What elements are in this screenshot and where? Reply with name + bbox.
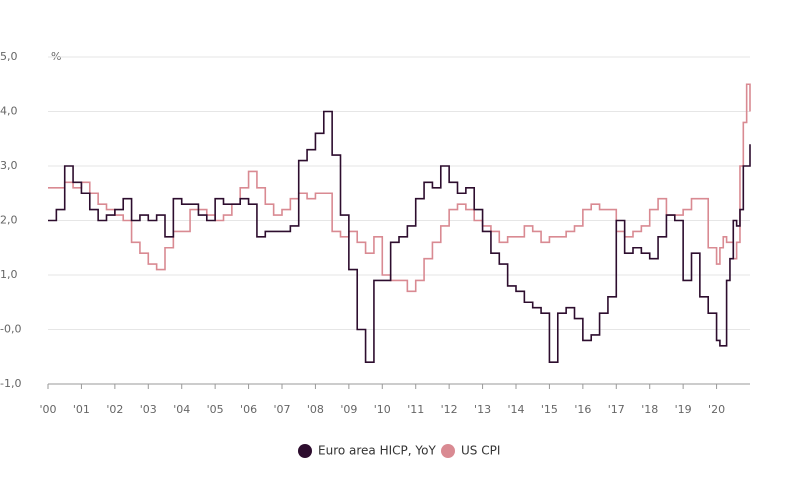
y-tick-label: 1,0 xyxy=(0,268,18,281)
x-tick-label: '08 xyxy=(307,403,324,416)
x-tick-label: '14 xyxy=(507,403,524,416)
y-tick-label: 3,0 xyxy=(0,159,18,172)
y-tick-label: -0,0 xyxy=(0,323,21,336)
legend-label: Euro area HICP, YoY xyxy=(318,444,436,458)
legend-swatch xyxy=(441,444,455,458)
x-tick-label: '15 xyxy=(541,403,558,416)
x-tick-label: '17 xyxy=(608,403,625,416)
y-tick-label: 2,0 xyxy=(0,214,18,227)
series-line xyxy=(48,110,751,363)
x-tick-label: '04 xyxy=(173,403,190,416)
x-tick-label: '13 xyxy=(474,403,491,416)
legend-label: US CPI xyxy=(461,444,500,458)
x-tick-label: '00 xyxy=(39,403,56,416)
x-tick-label: '20 xyxy=(708,403,725,416)
x-tick-label: '16 xyxy=(574,403,591,416)
x-tick-label: '11 xyxy=(407,403,424,416)
series-line xyxy=(48,83,751,293)
y-tick-label: 4,0 xyxy=(0,105,18,118)
x-tick-label: '10 xyxy=(374,403,391,416)
x-tick-label: '07 xyxy=(273,403,290,416)
x-tick-label: '18 xyxy=(641,403,658,416)
x-tick-label: '02 xyxy=(106,403,123,416)
y-tick-label: -1,0 xyxy=(0,377,21,390)
x-tick-label: '03 xyxy=(140,403,157,416)
x-tick-label: '12 xyxy=(441,403,458,416)
x-tick-label: '19 xyxy=(675,403,692,416)
y-tick-label: 5,0 xyxy=(0,50,18,63)
x-tick-label: '01 xyxy=(73,403,90,416)
x-tick-label: '05 xyxy=(207,403,224,416)
x-tick-label: '06 xyxy=(240,403,257,416)
x-tick-label: '09 xyxy=(340,403,357,416)
legend-swatch xyxy=(298,444,312,458)
